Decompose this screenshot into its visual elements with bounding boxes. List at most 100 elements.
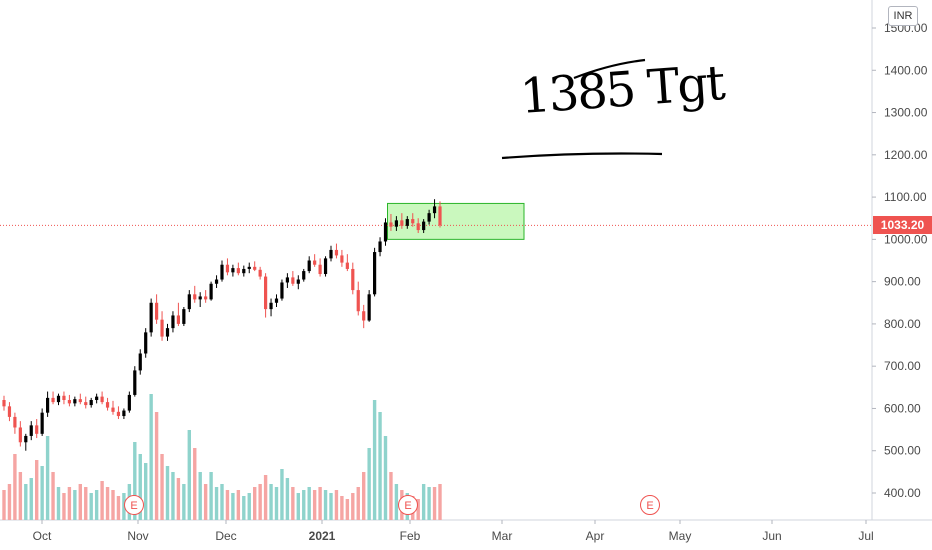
y-tick-label: 1300.00 — [884, 106, 928, 120]
candle-body — [378, 241, 382, 253]
candle-body — [253, 266, 257, 270]
candle-body — [373, 252, 377, 295]
volume-bar — [171, 472, 175, 520]
volume-bar — [78, 484, 82, 520]
last-price-tag: 1033.20 — [873, 216, 932, 234]
volume-bar — [367, 448, 371, 520]
candle-body — [160, 319, 164, 337]
volume-bar — [329, 493, 333, 520]
volume-bar — [214, 487, 219, 520]
volume-bar — [2, 490, 6, 520]
candle-body — [334, 249, 339, 256]
candle-body — [318, 264, 322, 275]
earnings-marker-feb[interactable]: E — [398, 495, 418, 515]
volume-bar — [378, 412, 382, 520]
candle-body — [340, 255, 344, 263]
volume-bar — [253, 487, 257, 520]
candle-body — [2, 400, 6, 407]
candle-body — [214, 279, 219, 284]
volume-bar — [427, 487, 431, 520]
volume-bar — [394, 484, 399, 520]
y-tick-label: 600.00 — [884, 401, 921, 415]
y-tick-label: 900.00 — [884, 275, 921, 289]
volume-bar — [7, 484, 12, 520]
candle-body — [182, 309, 186, 324]
y-tick-label: 1000.00 — [884, 232, 928, 246]
volume-bar — [274, 487, 279, 520]
earnings-marker-may[interactable]: E — [640, 495, 660, 515]
candle-body — [351, 268, 355, 291]
candle-body — [144, 332, 148, 354]
candle-body — [35, 425, 39, 434]
candle-body — [111, 407, 115, 412]
volume-bar — [18, 472, 23, 520]
candle-body — [18, 427, 22, 443]
volume-bar — [73, 490, 77, 520]
candle-body — [285, 277, 289, 283]
volume-bar — [24, 484, 28, 520]
candle-body — [264, 276, 268, 310]
candle-body — [40, 412, 44, 434]
x-tick-label: Oct — [33, 529, 52, 543]
volume-bar — [122, 493, 126, 520]
y-tick-label: 500.00 — [884, 444, 921, 458]
y-tick-label: 1200.00 — [884, 148, 928, 162]
candle-body — [62, 395, 66, 400]
candle-body — [187, 294, 191, 310]
x-tick-label: May — [669, 529, 692, 543]
volume-bar — [138, 454, 142, 520]
candle-body — [67, 400, 71, 404]
volume-bar — [356, 487, 360, 520]
volume-bar — [323, 490, 328, 520]
candle-body — [362, 311, 366, 321]
candle-body — [89, 400, 93, 406]
volume-bar — [56, 487, 61, 520]
candle-body — [84, 402, 88, 406]
x-tick-label: Apr — [586, 529, 605, 543]
volume-bar — [45, 436, 50, 520]
candle-body — [345, 262, 349, 269]
volume-bar — [307, 487, 311, 520]
volume-bar — [165, 466, 170, 520]
candle-body — [247, 266, 251, 269]
volume-bar — [133, 442, 137, 520]
price-box — [387, 202, 525, 240]
volume-bar — [421, 484, 426, 520]
candle-body — [313, 260, 317, 265]
volume-bar — [182, 484, 186, 520]
price-axis-background — [872, 0, 932, 550]
volume-bar — [84, 487, 88, 520]
currency-label[interactable]: INR — [888, 6, 918, 26]
volume-bar — [62, 493, 66, 520]
volume-bar — [111, 490, 115, 520]
x-tick-label: Jun — [762, 529, 781, 543]
volume-bar — [242, 496, 246, 520]
candle-body — [24, 435, 28, 443]
volume-bar — [383, 436, 388, 520]
candle-body — [116, 411, 121, 417]
candle-body — [95, 396, 99, 400]
y-tick-label: 400.00 — [884, 486, 921, 500]
volume-bar — [89, 493, 93, 520]
candle-body — [198, 296, 202, 300]
volume-bar — [231, 493, 235, 520]
earnings-marker-nov[interactable]: E — [124, 495, 144, 515]
volume-bar — [236, 490, 241, 520]
volume-bar — [209, 472, 213, 520]
candle-body — [149, 302, 153, 333]
candle-body — [416, 223, 420, 231]
volume-bar — [187, 430, 191, 520]
candle-body — [422, 221, 426, 231]
volume-bar — [351, 493, 355, 520]
volume-bar — [225, 490, 230, 520]
volume-bar — [13, 454, 17, 520]
candle-body — [225, 264, 230, 273]
volume-bar — [40, 466, 44, 520]
candle-body — [411, 219, 415, 224]
volume-bar — [334, 490, 339, 520]
candle-body — [7, 406, 12, 417]
volume-bar — [389, 472, 393, 520]
candle-body — [13, 416, 17, 428]
